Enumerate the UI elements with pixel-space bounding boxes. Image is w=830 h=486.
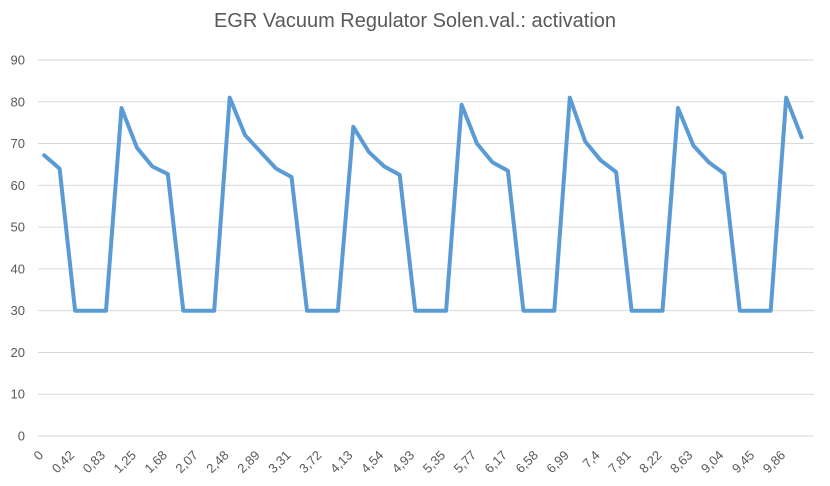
data-point [305,309,309,313]
data-point [398,173,402,177]
data-point [599,158,603,162]
x-tick-label: 6,58 [512,448,541,477]
data-point [661,309,665,313]
y-tick-label: 10 [11,387,25,402]
x-tick-label: 7,4 [579,448,602,471]
data-point [506,169,510,173]
y-tick-label: 70 [11,136,25,151]
x-tick-label: 8,63 [667,448,696,477]
data-point [784,96,788,100]
x-tick-label: 2,48 [203,448,232,477]
y-tick-label: 50 [11,220,25,235]
x-tick-label: 2,07 [172,448,201,477]
data-point [166,172,170,176]
x-tick-label: 9,45 [729,448,758,477]
x-tick-label: 1,25 [111,448,140,477]
x-tick-label: 0,83 [80,448,109,477]
x-tick-label: 4,93 [389,448,418,477]
data-point [228,96,232,100]
y-tick-label: 0 [18,429,25,444]
data-point [119,106,123,110]
y-tick-label: 30 [11,303,25,318]
data-point [568,96,572,100]
series-layer [42,95,804,313]
data-point [320,309,324,313]
data-point [212,309,216,313]
data-point [336,309,340,313]
data-point [150,165,154,169]
x-tick-label: 8,22 [636,448,665,477]
y-axis-ticks: 0 10 20 30 40 50 60 70 80 90 [11,53,25,444]
x-tick-label: 6,99 [543,448,572,477]
data-point [135,146,139,150]
data-point [382,165,386,169]
data-point [290,175,294,179]
data-point [490,160,494,164]
data-point [800,135,804,139]
x-tick-label: 4,13 [327,448,356,477]
chart-title: EGR Vacuum Regulator Solen.val.: activat… [213,10,617,32]
y-tick-label: 20 [11,345,25,360]
data-point [475,142,479,146]
data-point [722,172,726,176]
x-tick-label: 3,31 [265,448,294,477]
data-point [89,309,93,313]
x-tick-label: 9,04 [698,448,727,477]
x-tick-label: 5,77 [451,448,480,477]
x-tick-label: 5,35 [420,448,449,477]
y-tick-label: 40 [11,261,25,276]
x-tick-label: 2,89 [234,448,263,477]
data-point [243,133,247,137]
x-tick-label: 3,72 [296,448,325,477]
x-tick-label: 0 [31,448,47,464]
x-tick-label: 6,17 [482,448,511,477]
data-point [753,309,757,313]
data-point [197,309,201,313]
data-point [769,309,773,313]
x-tick-label: 1,68 [141,448,170,477]
data-point [537,309,541,313]
data-point [583,139,587,143]
data-point [58,167,62,171]
gridlines [38,59,814,437]
data-point [351,125,355,129]
y-tick-label: 80 [11,94,25,109]
data-point [42,153,46,157]
data-point [73,309,77,313]
y-tick-label: 60 [11,178,25,193]
x-axis-ticks: 0 0,42 0,83 1,25 1,68 2,07 2,48 2,89 3,31 3,72 4,1… [31,448,789,477]
data-point [104,309,108,313]
data-point [614,170,618,174]
data-point [413,309,417,313]
data-point [259,150,263,154]
data-point [444,309,448,313]
data-point [552,309,556,313]
data-point [645,309,649,313]
data-point [738,309,742,313]
data-point [630,309,634,313]
data-point [367,150,371,154]
data-point [707,160,711,164]
x-tick-label: 7,81 [605,448,634,477]
y-tick-label: 90 [11,53,25,68]
x-tick-label: 0,42 [49,448,78,477]
data-point [274,167,278,171]
data-point [676,106,680,110]
data-point [691,144,695,148]
data-point [429,309,433,313]
data-point [521,309,525,313]
series-line-1 [42,95,804,313]
x-tick-label: 4,54 [358,448,387,477]
data-point [460,103,464,107]
data-point [181,309,185,313]
x-tick-label: 9,86 [760,448,789,477]
